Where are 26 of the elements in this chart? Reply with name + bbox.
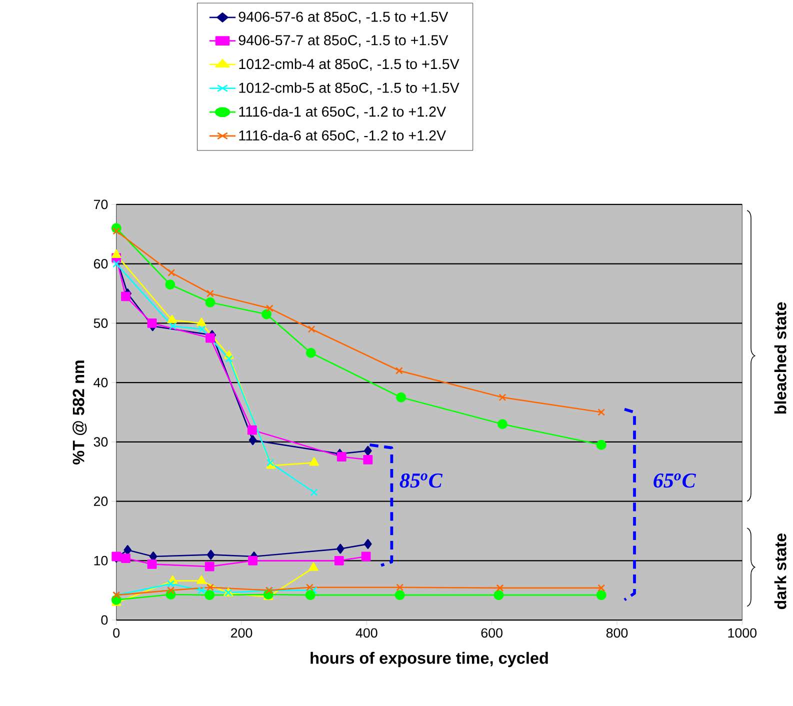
text: bleached state bbox=[774, 302, 786, 414]
legend-label: 9406-57-6 at 85oC, -1.5 to +1.5V bbox=[238, 11, 448, 24]
x-tick-label: 800 bbox=[606, 628, 628, 638]
y-tick-label: 70 bbox=[94, 199, 108, 209]
annotation: 65$^{o}$C bbox=[654, 473, 696, 488]
y-tick-label: 10 bbox=[94, 556, 108, 566]
y-tick-label: 40 bbox=[94, 378, 108, 388]
x-tick-label: 1000 bbox=[728, 628, 757, 638]
legend-label: 1116-da-6 at 65oC, -1.2 to +1.2V bbox=[239, 130, 446, 142]
legend-label: 9406-57-7 at 85oC, -1.5 to +1.5V bbox=[238, 34, 448, 47]
y-tick-label: 30 bbox=[94, 436, 108, 446]
y-axis-title: %T @ 582 nm bbox=[72, 360, 87, 464]
y-tick-label: 50 bbox=[94, 318, 108, 328]
y-tick-label: 0 bbox=[101, 615, 108, 625]
y-tick-label: 60 bbox=[94, 258, 108, 268]
y-tick-label: 20 bbox=[94, 496, 108, 506]
legend-label: 1012-cmb-5 at 85oC, -1.5 to +1.5V bbox=[239, 82, 460, 94]
x-tick-label: 200 bbox=[231, 628, 252, 638]
x-tick-label: 400 bbox=[356, 628, 378, 638]
x-axis-title: hours of exposure time, cycled bbox=[310, 652, 548, 667]
x-tick-label: 0 bbox=[113, 628, 120, 638]
legend-label: 1012-cmb-4 at 85oC, -1.5 to +1.5V bbox=[239, 58, 460, 71]
x-tick-label: 600 bbox=[481, 628, 502, 638]
annotation: 85$^{o}$C bbox=[400, 473, 443, 488]
text: dark state bbox=[774, 533, 786, 609]
legend-label: 1116-da-1 at 65oC, -1.2 to +1.2V bbox=[239, 106, 446, 118]
